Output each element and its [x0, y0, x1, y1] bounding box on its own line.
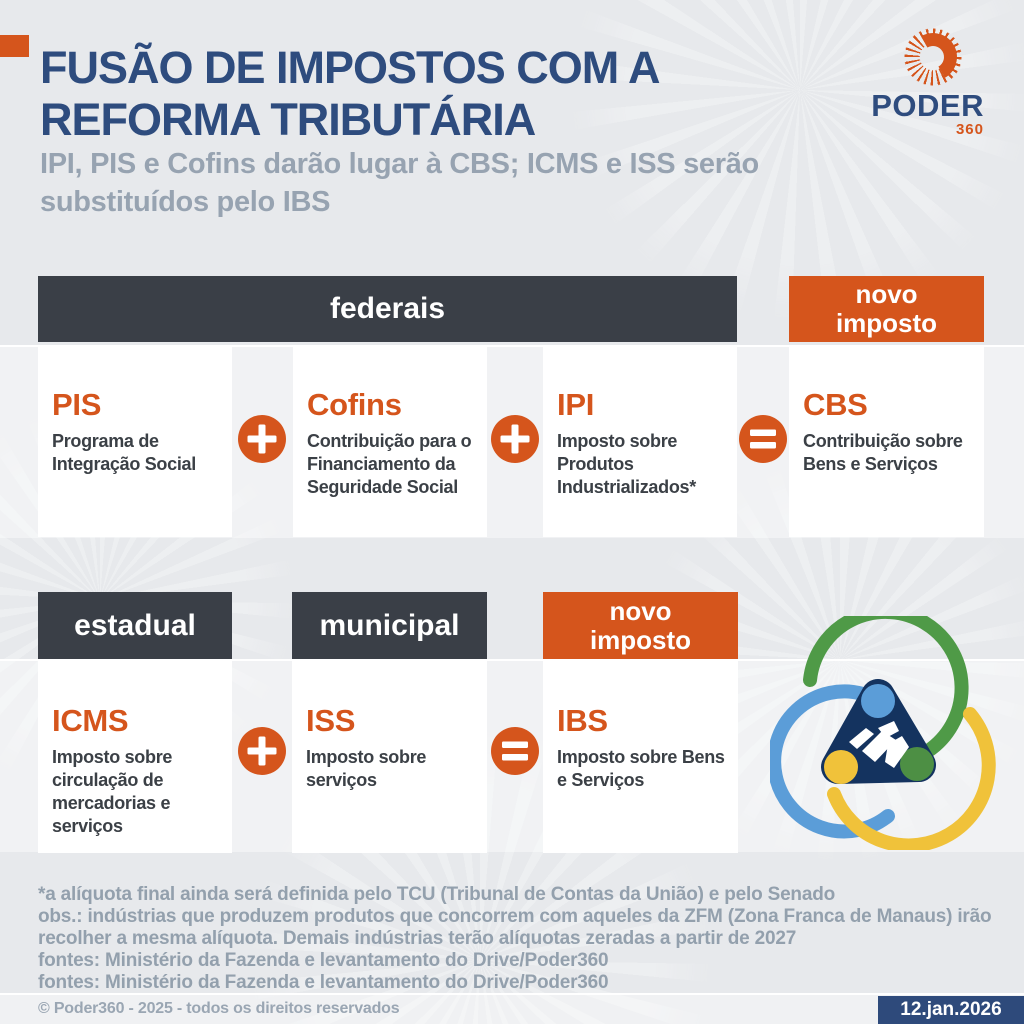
- group-header-estadual: estadual: [38, 592, 232, 659]
- tax-abbr: ICMS: [52, 703, 129, 738]
- page-subtitle-line-1: IPI, PIS e Cofins darão lugar à CBS; ICM…: [40, 148, 759, 180]
- page-subtitle-line-2: substituídos pelo IBS: [40, 186, 331, 218]
- yellow-dot: [824, 750, 858, 784]
- page-title-line-2: REFORMA TRIBUTÁRIA: [40, 94, 536, 145]
- green-dot: [900, 747, 934, 781]
- accent-rectangle: [0, 35, 29, 57]
- footnote-line: recolher a mesma alíquota. Demais indúst…: [38, 928, 797, 949]
- plus-icon: [238, 727, 286, 775]
- date-badge: 12.jan.2026: [878, 996, 1024, 1024]
- footnote-line: fontes: Ministério da Fazenda e levantam…: [38, 972, 609, 993]
- tax-desc: Imposto sobre serviços: [306, 747, 427, 790]
- card-ibs: IBS Imposto sobre Bens e Serviços: [543, 661, 738, 853]
- tax-desc: Imposto sobre Bens e Serviços: [557, 747, 725, 790]
- tax-abbr: CBS: [803, 387, 868, 422]
- plus-icon: [238, 415, 286, 463]
- blue-dot: [861, 684, 895, 718]
- tax-desc: Imposto sobre Produtos Industrializados*: [557, 431, 696, 497]
- tax-abbr: ISS: [306, 703, 356, 738]
- receita-federal-tax-logo: [767, 604, 996, 855]
- tax-desc: Contribuição sobre Bens e Serviços: [803, 431, 963, 474]
- tax-desc: Imposto sobre circulação de mercadorias …: [52, 747, 173, 836]
- card-ipi: IPI Imposto sobre Produtos Industrializa…: [543, 345, 737, 537]
- page-title-line-1: FUSÃO DE IMPOSTOS COM A: [40, 42, 661, 93]
- group-header-municipal: municipal: [292, 592, 487, 659]
- footnote-line: obs.: indústrias que produzem produtos q…: [38, 906, 992, 927]
- tax-desc: Programa de Integração Social: [52, 431, 196, 474]
- card-pis: PIS Programa de Integração Social: [38, 345, 232, 537]
- green-arc: [803, 604, 969, 758]
- card-cbs: CBS Contribuição sobre Bens e Serviços: [789, 345, 984, 537]
- tax-abbr: Cofins: [307, 387, 402, 422]
- footnote-line: *a alíquota final ainda será definida pe…: [38, 884, 836, 905]
- card-iss: ISS Imposto sobre serviços: [292, 661, 487, 853]
- footnotes-block: *a alíquota final ainda será definida pe…: [38, 884, 992, 994]
- plus-icon: [491, 415, 539, 463]
- yellow-arc: [827, 707, 996, 853]
- sunburst-icon: [900, 24, 966, 90]
- group-header-novo-imposto-ibs: novo imposto: [543, 592, 738, 659]
- blue-arc: [767, 684, 895, 839]
- footer-strip: [0, 993, 1024, 1024]
- equals-icon: [491, 727, 539, 775]
- tax-abbr: IBS: [557, 703, 608, 738]
- tax-desc: Contribuição para o Financiamento da Seg…: [307, 431, 472, 497]
- copyright-text: © Poder360 - 2025 - todos os direitos re…: [38, 1000, 400, 1017]
- tax-abbr: PIS: [52, 387, 102, 422]
- footnote-line: fontes: Ministério da Fazenda e levantam…: [38, 950, 609, 971]
- card-cofins: Cofins Contribuição para o Financiamento…: [293, 345, 487, 537]
- tax-abbr: IPI: [557, 387, 595, 422]
- brand-name: PODER: [871, 88, 984, 123]
- brand-suffix: 360: [955, 121, 984, 138]
- card-icms: ICMS Imposto sobre circulação de mercado…: [38, 661, 232, 853]
- group-header-novo-imposto-cbs: novo imposto: [789, 276, 984, 342]
- equals-icon: [739, 415, 787, 463]
- group-header-federais: federais: [38, 276, 737, 342]
